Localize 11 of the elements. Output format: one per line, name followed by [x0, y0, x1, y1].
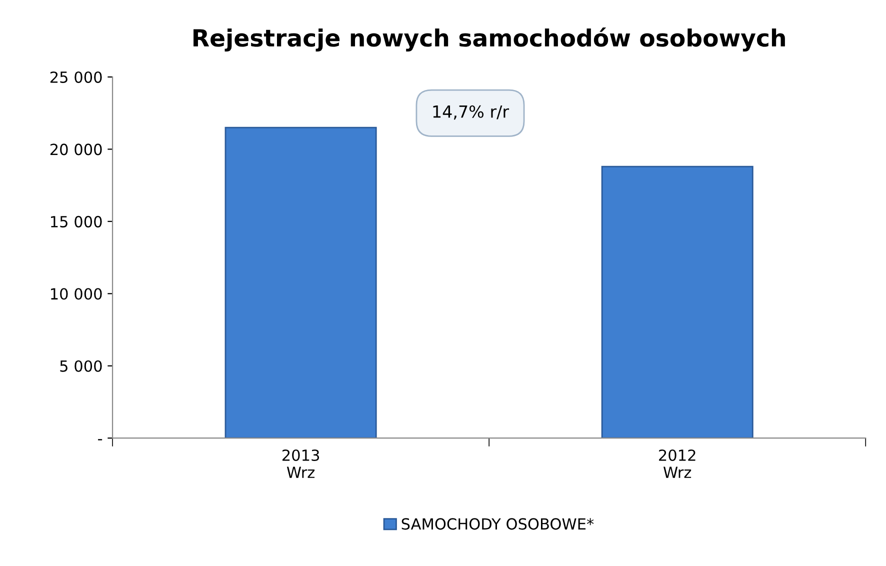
y-tick-label: 5 000	[60, 360, 102, 372]
y-tick-label: 10 000	[51, 288, 102, 300]
annotation: 14,7% r/r	[433, 105, 510, 120]
x-tick-label: 2012 Wrz	[659, 449, 696, 478]
y-tick-label: -	[98, 439, 102, 440]
y-tick-label: 15 000	[51, 216, 102, 228]
legend-label: SAMOCHODY OSOBOWE*	[402, 518, 594, 530]
chart-title: Rejestracje nowych samochodów osobowych	[194, 28, 785, 52]
y-tick-label: 25 000	[50, 71, 102, 83]
y-tick-label: 20 000	[50, 144, 102, 156]
x-tick-label: 2013 Wrz	[282, 449, 320, 478]
